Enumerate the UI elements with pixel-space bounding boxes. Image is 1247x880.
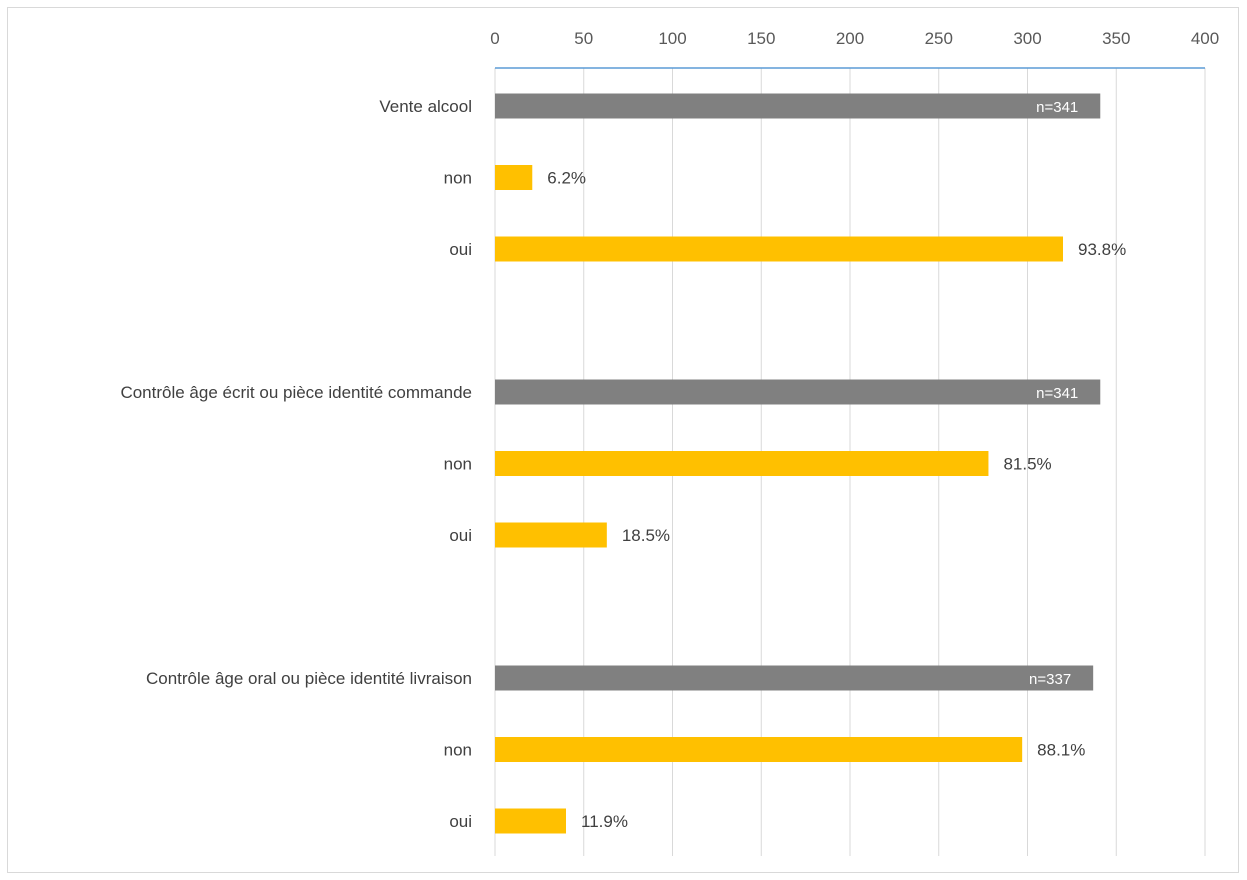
response-bar [495,236,1063,262]
category-label: oui [449,240,472,259]
n-count-label: n=337 [1029,671,1071,688]
category-label: non [444,741,472,760]
category-label: oui [449,526,472,545]
percent-label: 93.8% [1078,240,1126,259]
response-bar [495,451,989,476]
group-label: Contrôle âge écrit ou pièce identité com… [120,383,472,402]
n-count-label: n=341 [1036,385,1078,402]
x-tick-label: 350 [1102,29,1130,48]
percent-label: 6.2% [547,169,586,188]
n-count-label: n=341 [1036,99,1078,116]
x-tick-label: 200 [836,29,864,48]
x-tick-label: 100 [658,29,686,48]
category-label: oui [449,812,472,831]
total-bar [495,93,1101,119]
x-tick-label: 400 [1191,29,1219,48]
x-tick-label: 150 [747,29,775,48]
percent-label: 88.1% [1037,741,1085,760]
response-bar [495,737,1023,762]
response-bar [495,165,533,190]
category-label: non [444,169,472,188]
percent-label: 11.9% [581,812,628,831]
x-tick-label: 250 [925,29,953,48]
response-bar [495,522,607,548]
group-label: Contrôle âge oral ou pièce identité livr… [146,669,472,688]
x-tick-label: 50 [574,29,593,48]
x-tick-label: 0 [490,29,499,48]
response-bar [495,808,566,834]
group-label: Vente alcool [379,97,472,116]
chart-frame [7,7,1239,873]
total-bar [495,665,1094,691]
percent-label: 81.5% [1003,455,1051,474]
total-bar [495,379,1101,405]
category-label: non [444,455,472,474]
x-tick-label: 300 [1013,29,1041,48]
percent-label: 18.5% [622,526,670,545]
